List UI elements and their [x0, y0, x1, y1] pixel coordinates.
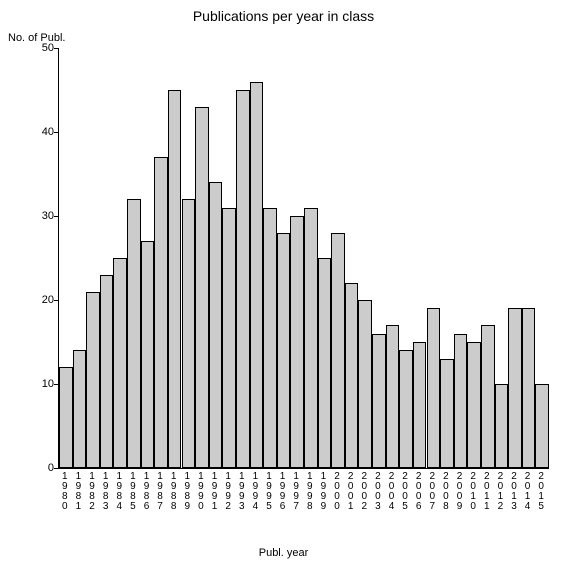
- plot-area: [58, 48, 549, 469]
- bar: [399, 350, 413, 468]
- x-tick-label: 1986: [141, 472, 151, 512]
- y-tick-label: 0: [36, 462, 54, 474]
- bar: [454, 334, 468, 468]
- bar: [263, 208, 277, 468]
- bar: [467, 342, 481, 468]
- x-tick-label: 1990: [196, 472, 206, 512]
- x-tick-label: 1985: [128, 472, 138, 512]
- x-tick-label: 2003: [373, 472, 383, 512]
- bar: [318, 258, 332, 468]
- bar: [345, 283, 359, 468]
- x-tick-label: 1984: [114, 472, 124, 512]
- bar: [59, 367, 73, 468]
- x-tick-label: 2002: [359, 472, 369, 512]
- y-tick-mark: [54, 300, 58, 301]
- bar: [222, 208, 236, 468]
- bar: [100, 275, 114, 468]
- bar: [236, 90, 250, 468]
- y-tick-mark: [54, 132, 58, 133]
- chart-container: Publications per year in class No. of Pu…: [0, 0, 567, 567]
- x-tick-label: 1996: [278, 472, 288, 512]
- bar: [522, 308, 536, 468]
- x-tick-label: 1995: [264, 472, 274, 512]
- x-tick-label: 1981: [73, 472, 83, 512]
- bar: [154, 157, 168, 468]
- y-tick-label: 30: [36, 210, 54, 222]
- x-tick-label: 1983: [101, 472, 111, 512]
- bar: [440, 359, 454, 468]
- bar: [73, 350, 87, 468]
- bar: [168, 90, 182, 468]
- y-tick-label: 50: [36, 42, 54, 54]
- x-tick-label: 1999: [318, 472, 328, 512]
- bar: [358, 300, 372, 468]
- bar: [250, 82, 264, 468]
- x-tick-label: 2009: [455, 472, 465, 512]
- x-tick-label: 1992: [223, 472, 233, 512]
- x-axis-label: Publ. year: [0, 547, 567, 559]
- x-tick-label: 2008: [441, 472, 451, 512]
- x-tick-label: 2012: [495, 472, 505, 512]
- x-tick-label: 2015: [536, 472, 546, 512]
- x-tick-label: 2010: [468, 472, 478, 512]
- bar: [277, 233, 291, 468]
- x-tick-label: 1997: [291, 472, 301, 512]
- x-tick-label: 1998: [305, 472, 315, 512]
- y-tick-label: 40: [36, 126, 54, 138]
- bar: [304, 208, 318, 468]
- x-tick-label: 2000: [332, 472, 342, 512]
- bar: [413, 342, 427, 468]
- y-tick-mark: [54, 468, 58, 469]
- y-tick-mark: [54, 48, 58, 49]
- x-tick-label: 1989: [182, 472, 192, 512]
- x-tick-label: 2004: [386, 472, 396, 512]
- bar: [331, 233, 345, 468]
- bar: [535, 384, 549, 468]
- x-tick-label: 2014: [523, 472, 533, 512]
- bar: [209, 182, 223, 468]
- x-tick-label: 2005: [400, 472, 410, 512]
- bar: [86, 292, 100, 468]
- y-tick-label: 10: [36, 378, 54, 390]
- bar: [386, 325, 400, 468]
- x-tick-label: 1988: [169, 472, 179, 512]
- bar: [141, 241, 155, 468]
- x-tick-label: 2011: [482, 472, 492, 512]
- x-tick-label: 1980: [60, 472, 70, 512]
- bar: [508, 308, 522, 468]
- bar: [127, 199, 141, 468]
- bar: [495, 384, 509, 468]
- x-tick-label: 1991: [210, 472, 220, 512]
- x-tick-label: 2006: [414, 472, 424, 512]
- x-tick-label: 2001: [346, 472, 356, 512]
- x-tick-label: 2007: [427, 472, 437, 512]
- y-tick-mark: [54, 384, 58, 385]
- y-tick-label: 20: [36, 294, 54, 306]
- bar: [195, 107, 209, 468]
- x-tick-label: 1993: [237, 472, 247, 512]
- x-tick-label: 1982: [87, 472, 97, 512]
- chart-title: Publications per year in class: [0, 8, 567, 24]
- x-tick-label: 1994: [250, 472, 260, 512]
- bar: [290, 216, 304, 468]
- bar: [113, 258, 127, 468]
- x-tick-label: 2013: [509, 472, 519, 512]
- y-tick-mark: [54, 216, 58, 217]
- x-tick-label: 1987: [155, 472, 165, 512]
- bar: [427, 308, 441, 468]
- bar: [481, 325, 495, 468]
- bar: [372, 334, 386, 468]
- bar: [182, 199, 196, 468]
